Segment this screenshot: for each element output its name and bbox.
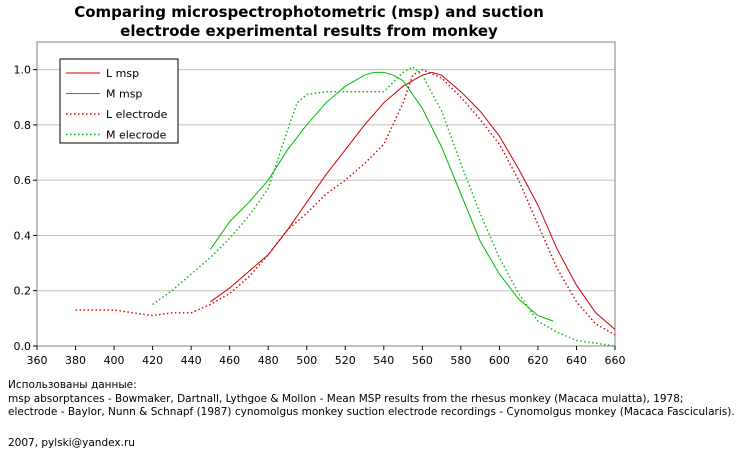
x-tick-label: 560 — [412, 354, 433, 367]
x-tick-label: 400 — [104, 354, 125, 367]
y-tick-label: 0.8 — [14, 119, 32, 132]
x-tick-label: 480 — [258, 354, 279, 367]
chart-title-line-2: electrode experimental results from monk… — [120, 22, 498, 40]
x-tick-label: 660 — [605, 354, 626, 367]
series-line-m-elecrode — [152, 66, 616, 347]
y-tick-label: 0.0 — [14, 340, 32, 353]
x-tick-label: 640 — [566, 354, 587, 367]
x-tick-label: 540 — [373, 354, 394, 367]
y-tick-label: 0.6 — [14, 174, 32, 187]
legend: L msp M msp L electrode M elecrode — [59, 58, 179, 144]
x-tick-label: 520 — [335, 354, 356, 367]
y-tick-label: 0.2 — [14, 285, 32, 298]
series-line-m-msp — [209, 71, 554, 322]
data-sources-note: Использованы данные: msp absorptances - … — [8, 379, 748, 420]
x-tick-label: 460 — [219, 354, 240, 367]
author-signature: 2007, pylski@yandex.ru — [8, 437, 135, 449]
series-lines — [75, 66, 616, 347]
x-tick-label: 600 — [489, 354, 510, 367]
x-tick-label: 380 — [65, 354, 86, 367]
x-tick-label: 360 — [27, 354, 48, 367]
x-tick-label: 580 — [450, 354, 471, 367]
y-tick-label: 0.4 — [14, 229, 32, 242]
axis-ticks: 360 380 400 420 440 460 480 500 520 540 560 580 600 6… — [14, 64, 626, 367]
x-tick-label: 500 — [296, 354, 317, 367]
legend-label: M elecrode — [106, 129, 167, 142]
note-msp-source: msp absorptances - Bowmaker, Dartnall, L… — [8, 392, 684, 405]
x-tick-label: 440 — [181, 354, 202, 367]
chart-title-line-1: Comparing microspectrophotometric (msp) … — [74, 3, 544, 21]
note-electrode-source: electrode - Baylor, Nunn & Schnapf (1987… — [8, 406, 735, 418]
legend-label: L electrode — [106, 108, 168, 121]
x-tick-label: 620 — [527, 354, 548, 367]
y-tick-label: 1.0 — [14, 64, 32, 77]
legend-label: M msp — [106, 88, 142, 101]
legend-label: L msp — [106, 67, 139, 80]
x-tick-label: 420 — [142, 354, 163, 367]
plot-area-border — [36, 41, 616, 347]
note-heading: Использованы данные: — [8, 379, 137, 391]
